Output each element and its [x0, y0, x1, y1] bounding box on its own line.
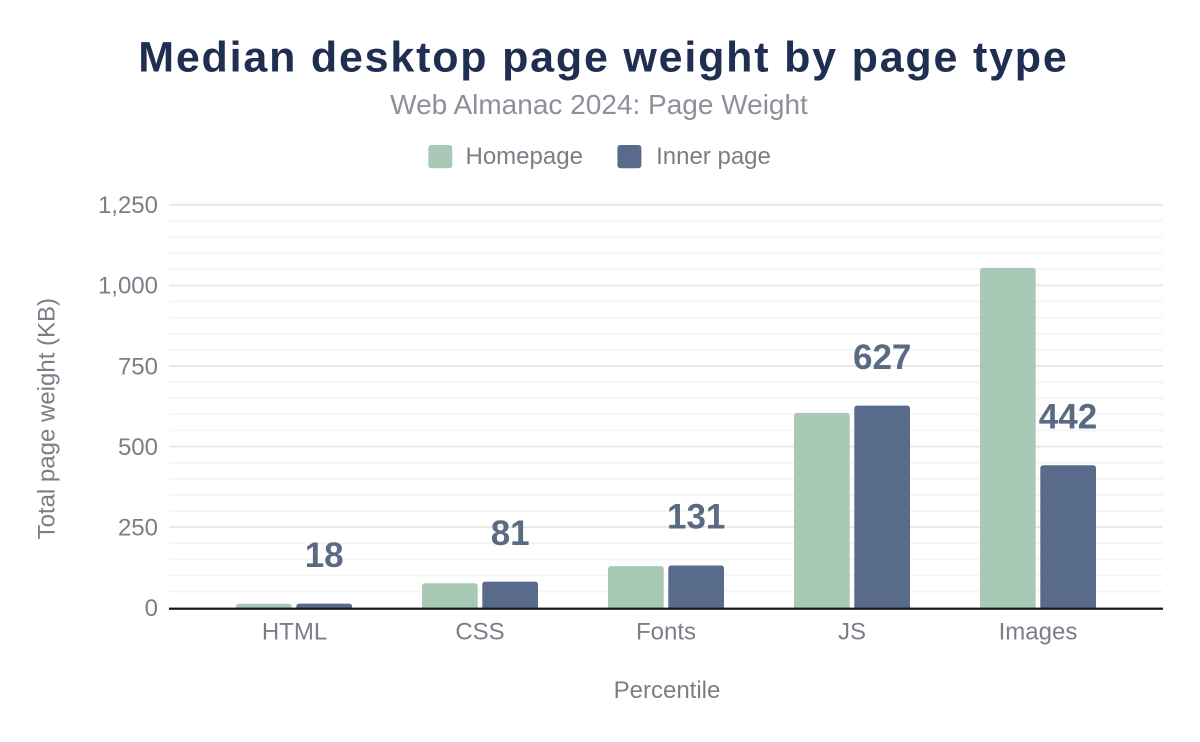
- svg-text:JS: JS: [838, 619, 866, 646]
- svg-text:250: 250: [118, 514, 158, 541]
- svg-text:81: 81: [491, 514, 530, 553]
- svg-text:HTML: HTML: [262, 619, 327, 646]
- svg-text:18: 18: [305, 536, 344, 575]
- svg-text:0: 0: [145, 595, 158, 622]
- svg-text:500: 500: [118, 434, 158, 461]
- svg-text:Homepage: Homepage: [466, 143, 583, 170]
- svg-text:442: 442: [1039, 398, 1097, 437]
- svg-text:Images: Images: [999, 619, 1078, 646]
- svg-text:750: 750: [118, 353, 158, 380]
- svg-text:CSS: CSS: [455, 619, 504, 646]
- svg-text:627: 627: [853, 338, 911, 377]
- svg-text:131: 131: [667, 498, 725, 537]
- svg-text:Inner page: Inner page: [656, 143, 771, 170]
- svg-text:Web Almanac 2024: Page Weight: Web Almanac 2024: Page Weight: [390, 89, 808, 120]
- svg-text:Percentile: Percentile: [614, 677, 721, 704]
- svg-text:Median desktop page weight by: Median desktop page weight by page type: [138, 34, 1068, 82]
- svg-text:1,250: 1,250: [98, 192, 158, 219]
- svg-text:1,000: 1,000: [98, 273, 158, 300]
- svg-text:Total page weight (KB): Total page weight (KB): [34, 298, 61, 539]
- svg-text:Fonts: Fonts: [636, 619, 696, 646]
